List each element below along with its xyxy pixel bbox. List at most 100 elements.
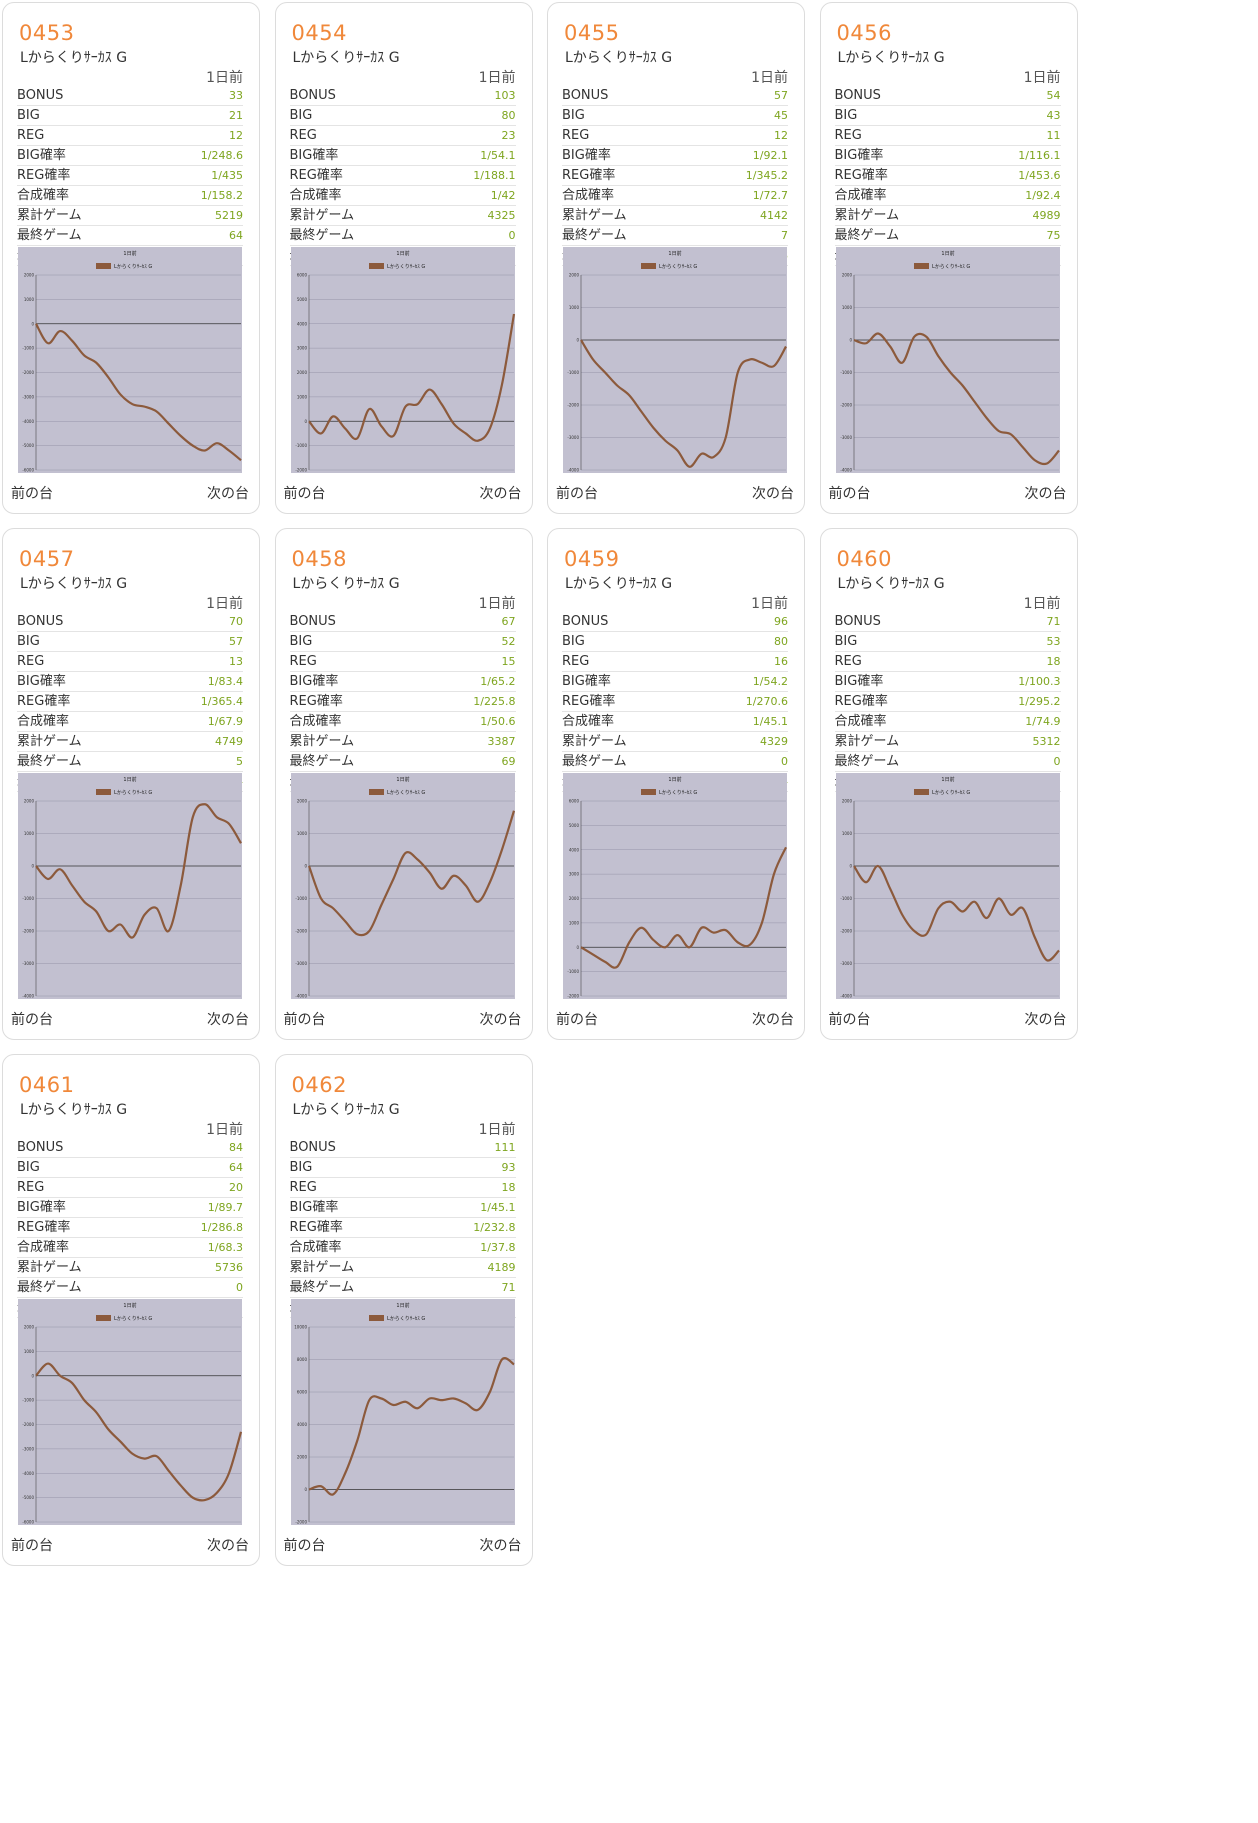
y-tick-label: 1000 xyxy=(841,831,852,836)
next-machine-link[interactable]: 次の台 xyxy=(1024,486,1067,502)
machine-card[interactable]: 0460 Lからくりｻｰｶｽ G 1日前 BONUS 71 BIG 53 REG… xyxy=(819,528,1078,1040)
machine-card[interactable]: 0454 Lからくりｻｰｶｽ G 1日前 BONUS 103 BIG 80 RE… xyxy=(274,2,533,514)
next-machine-link[interactable]: 次の台 xyxy=(479,1012,522,1028)
stat-label: 合成確率 xyxy=(17,185,155,206)
stat-row: REG 20 xyxy=(17,1177,243,1198)
day-label: 1日前 xyxy=(206,70,243,86)
y-tick-label: 1000 xyxy=(841,305,852,310)
chart-background xyxy=(835,773,1060,999)
machine-number[interactable]: 0459 xyxy=(564,547,620,571)
stat-row: REG確率 1/345.2 xyxy=(562,165,788,186)
stat-row: BIG確率 1/83.4 xyxy=(17,671,243,692)
stat-value: 16 xyxy=(699,651,788,672)
stat-row: BONUS 84 xyxy=(17,1138,243,1158)
machine-card[interactable]: 0461 Lからくりｻｰｶｽ G 1日前 BONUS 84 BIG 64 REG… xyxy=(2,1054,260,1566)
stat-label: 最終ゲーム xyxy=(834,225,972,246)
stat-value: 1/295.2 xyxy=(971,691,1061,712)
machine-number[interactable]: 0457 xyxy=(19,547,75,571)
stat-value: 96 xyxy=(699,612,788,632)
next-machine-link[interactable]: 次の台 xyxy=(1024,1012,1067,1028)
stat-label: 合成確率 xyxy=(562,711,700,732)
series-line xyxy=(580,846,788,969)
stat-row: BONUS 57 xyxy=(562,86,788,106)
stat-value: 71 xyxy=(971,612,1061,632)
stat-row: BIG 93 xyxy=(289,1157,516,1178)
stat-label: REG確率 xyxy=(562,165,700,186)
next-machine-link[interactable]: 次の台 xyxy=(207,1012,249,1028)
next-machine-link[interactable]: 次の台 xyxy=(752,1012,794,1028)
machine-number[interactable]: 0456 xyxy=(836,21,892,45)
next-machine-link[interactable]: 次の台 xyxy=(479,486,522,502)
stat-value: 1/83.4 xyxy=(154,671,243,692)
stat-label: BIG xyxy=(562,631,700,652)
machine-number[interactable]: 0462 xyxy=(291,1073,347,1097)
legend-swatch xyxy=(96,789,111,795)
stat-row: 最終ゲーム 0 xyxy=(562,751,788,772)
chart-background xyxy=(563,773,787,999)
y-tick-label: -4000 xyxy=(295,994,307,999)
chart-title: 1日前 xyxy=(123,250,136,257)
slump-chart: 1日前 Lからくりｻｰｶｽ G 2000 1000 0 -1000 -2000 -3000 -4… xyxy=(563,247,787,473)
prev-machine-link[interactable]: 前の台 xyxy=(828,486,871,502)
y-tick-label: -2000 xyxy=(840,929,852,934)
machine-card[interactable]: 0462 Lからくりｻｰｶｽ G 1日前 BONUS 111 BIG 93 RE… xyxy=(274,1054,533,1566)
chart-background xyxy=(18,247,242,473)
prev-machine-link[interactable]: 前の台 xyxy=(283,486,326,502)
next-machine-link[interactable]: 次の台 xyxy=(207,486,249,502)
stat-label: 累計ゲーム xyxy=(17,731,155,752)
machine-number[interactable]: 0455 xyxy=(564,21,620,45)
y-tick-label: -3000 xyxy=(840,435,852,440)
stat-value: 67 xyxy=(426,612,516,632)
machine-card[interactable]: 0457 Lからくりｻｰｶｽ G 1日前 BONUS 70 BIG 57 REG… xyxy=(2,528,260,1040)
stat-value: 1/68.3 xyxy=(154,1237,243,1258)
stat-row: 合成確率 1/37.8 xyxy=(289,1237,516,1258)
machine-number[interactable]: 0458 xyxy=(291,547,347,571)
prev-machine-link[interactable]: 前の台 xyxy=(11,1538,53,1554)
stat-value: 80 xyxy=(426,105,516,126)
y-tick-label: 8000 xyxy=(296,1357,307,1362)
stat-value: 4189 xyxy=(426,1257,516,1278)
machine-card[interactable]: 0456 Lからくりｻｰｶｽ G 1日前 BONUS 54 BIG 43 REG… xyxy=(819,2,1078,514)
stat-row: REG確率 1/286.8 xyxy=(17,1217,243,1238)
stat-label: BIG確率 xyxy=(834,671,972,692)
stat-label: BIG xyxy=(562,105,700,126)
machine-name: Lからくりｻｰｶｽ G xyxy=(837,50,945,66)
stat-value: 11 xyxy=(971,125,1061,146)
y-tick-label: -4000 xyxy=(567,468,579,473)
machine-number[interactable]: 0460 xyxy=(836,547,892,571)
machine-number[interactable]: 0454 xyxy=(291,21,347,45)
stat-value: 52 xyxy=(426,631,516,652)
prev-machine-link[interactable]: 前の台 xyxy=(283,1538,326,1554)
machine-number[interactable]: 0461 xyxy=(19,1073,75,1097)
machine-card[interactable]: 0458 Lからくりｻｰｶｽ G 1日前 BONUS 67 BIG 52 REG… xyxy=(274,528,533,1040)
prev-machine-link[interactable]: 前の台 xyxy=(556,1012,598,1028)
stat-value: 1/435 xyxy=(154,165,243,186)
prev-machine-link[interactable]: 前の台 xyxy=(11,1012,53,1028)
y-tick-label: -1000 xyxy=(22,1398,34,1403)
chart-background xyxy=(18,1299,242,1525)
prev-machine-link[interactable]: 前の台 xyxy=(11,486,53,502)
day-label: 1日前 xyxy=(751,596,788,612)
stat-row: BONUS 54 xyxy=(834,86,1061,106)
chart-title: 1日前 xyxy=(941,776,954,783)
y-tick-label: -2000 xyxy=(22,929,34,934)
prev-machine-link[interactable]: 前の台 xyxy=(828,1012,871,1028)
stat-row: 合成確率 1/92.4 xyxy=(834,185,1061,206)
machine-card[interactable]: 0455 Lからくりｻｰｶｽ G 1日前 BONUS 57 BIG 45 REG… xyxy=(547,2,805,514)
machine-number[interactable]: 0453 xyxy=(19,21,75,45)
machine-card[interactable]: 0453 Lからくりｻｰｶｽ G 1日前 BONUS 33 BIG 21 REG… xyxy=(2,2,260,514)
prev-machine-link[interactable]: 前の台 xyxy=(556,486,598,502)
machine-card[interactable]: 0459 Lからくりｻｰｶｽ G 1日前 BONUS 96 BIG 80 REG… xyxy=(547,528,805,1040)
next-machine-link[interactable]: 次の台 xyxy=(207,1538,249,1554)
legend-swatch xyxy=(368,789,384,795)
stat-value: 1/286.8 xyxy=(154,1217,243,1238)
stat-row: BIG 57 xyxy=(17,631,243,652)
stat-value: 4142 xyxy=(699,205,788,226)
stat-row: REG確率 1/232.8 xyxy=(289,1217,516,1238)
prev-machine-link[interactable]: 前の台 xyxy=(283,1012,326,1028)
y-tick-label: 1000 xyxy=(24,1349,35,1354)
stat-row: 合成確率 1/45.1 xyxy=(562,711,788,732)
legend-swatch xyxy=(96,1315,111,1321)
next-machine-link[interactable]: 次の台 xyxy=(479,1538,522,1554)
next-machine-link[interactable]: 次の台 xyxy=(752,486,794,502)
